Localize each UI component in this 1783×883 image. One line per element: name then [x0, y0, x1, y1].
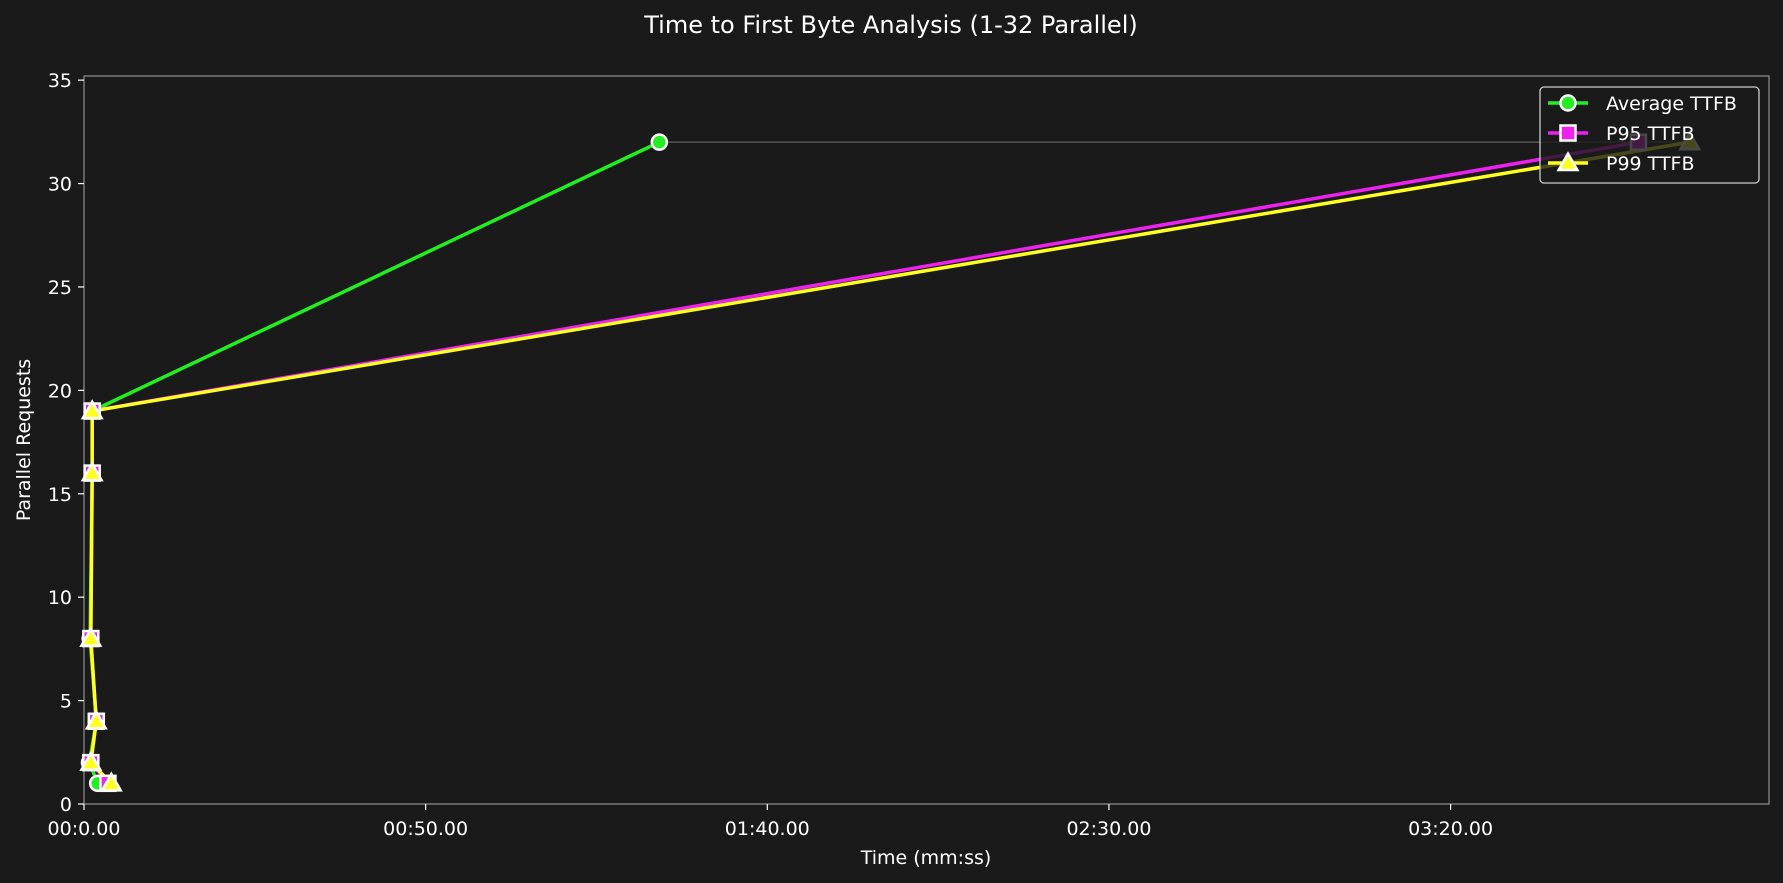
x-tick-label: 01:40.00	[725, 818, 810, 840]
y-tick-label: 35	[48, 70, 72, 92]
y-tick-label: 10	[48, 587, 72, 609]
x-tick-label: 02:30.00	[1066, 818, 1151, 840]
average-ttfb-point	[652, 135, 667, 150]
y-tick-label: 20	[48, 380, 72, 402]
y-tick-label: 5	[60, 691, 72, 713]
legend-marker-p95-ttfb	[1561, 126, 1576, 141]
legend-marker-average-ttfb	[1561, 96, 1576, 111]
x-tick-label: 03:20.00	[1408, 818, 1493, 840]
x-tick-label: 00:0.00	[48, 818, 121, 840]
y-tick-label: 25	[48, 277, 72, 299]
legend-label-p95-ttfb: P95 TTFB	[1606, 123, 1695, 145]
x-tick-label: 00:50.00	[383, 818, 468, 840]
y-tick-label: 0	[60, 794, 72, 816]
legend-label-average-ttfb: Average TTFB	[1606, 93, 1737, 115]
legend: Average TTFB P95 TTFB P99 TTFB	[1540, 87, 1759, 183]
legend-label-p99-ttfb: P99 TTFB	[1606, 153, 1695, 175]
y-tick-label: 30	[48, 174, 72, 196]
plot-area	[84, 76, 1769, 804]
x-axis-label: Time (mm:ss)	[860, 847, 992, 869]
y-axis-label: Parallel Requests	[13, 359, 35, 521]
y-tick-label: 15	[48, 484, 72, 506]
chart-title: Time to First Byte Analysis (1-32 Parall…	[643, 11, 1137, 39]
